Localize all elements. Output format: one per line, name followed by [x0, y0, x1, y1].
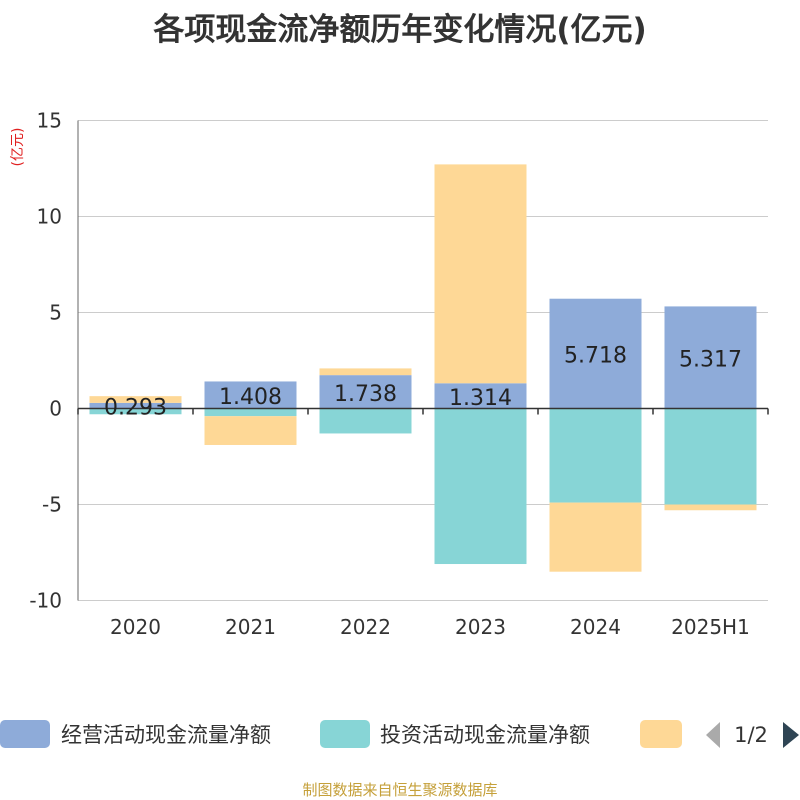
y-tick-label: 5	[49, 301, 62, 325]
bar-series3[interactable]	[549, 502, 642, 572]
grid-lines	[78, 120, 768, 601]
legend-label[interactable]: 经营活动现金流量净额	[61, 723, 271, 747]
bar-series2[interactable]	[319, 408, 412, 434]
legend-swatch[interactable]	[0, 720, 50, 748]
data-label: 5.317	[679, 347, 742, 372]
y-tick-label: -10	[29, 589, 62, 613]
bar-series3[interactable]	[664, 504, 757, 511]
y-tick-label: 0	[49, 397, 62, 421]
bar-series3[interactable]	[434, 164, 527, 384]
data-label: 1.314	[449, 386, 512, 411]
bar-series2[interactable]	[204, 408, 297, 417]
bar-series3[interactable]	[89, 396, 182, 403]
legend-prev-icon[interactable]	[706, 722, 720, 748]
legend-next-icon[interactable]	[783, 722, 799, 748]
x-tick-label: 2025H1	[671, 615, 750, 639]
chart-title: 各项现金流净额历年变化情况(亿元)	[153, 12, 647, 48]
data-label: 1.408	[219, 385, 282, 410]
axes: 15 10 5 0 -5 -10 (亿元) 2020 2021 2022 2023 2024 2025H…	[10, 109, 769, 639]
y-tick-label: 15	[37, 109, 62, 133]
bar-series2[interactable]	[549, 408, 642, 503]
legend-label[interactable]: 投资活动现金流量净额	[380, 723, 590, 747]
bar-series2[interactable]	[434, 408, 527, 565]
bar-series3[interactable]	[319, 368, 412, 376]
data-label: 1.738	[334, 382, 397, 407]
x-tick-label: 2022	[340, 615, 391, 639]
legend-page-indicator: 1/2	[734, 723, 768, 747]
bars	[89, 164, 757, 572]
bar-series1[interactable]	[549, 298, 642, 409]
y-tick-label: -5	[42, 493, 62, 517]
bar-series3[interactable]	[204, 416, 297, 445]
y-tick-label: 10	[37, 205, 62, 229]
bar-series2[interactable]	[664, 408, 757, 505]
x-tick-label: 2024	[570, 615, 621, 639]
data-label: 0.293	[104, 396, 167, 421]
bar-series1[interactable]	[434, 383, 527, 409]
data-label: 5.718	[564, 344, 627, 369]
source-note: 制图数据来自恒生聚源数据库	[302, 781, 498, 799]
bar-series1[interactable]	[204, 381, 297, 409]
legend-swatch[interactable]	[640, 720, 682, 748]
data-labels: 0.293 1.408 1.738 1.314 5.718 5.317	[104, 344, 742, 421]
x-tick-label: 2021	[225, 615, 276, 639]
x-tick-label: 2020	[110, 615, 161, 639]
legend-swatch[interactable]	[320, 720, 370, 748]
legend: 经营活动现金流量净额 投资活动现金流量净额 1/2	[0, 720, 799, 748]
bar-series2[interactable]	[89, 408, 182, 415]
bar-series1[interactable]	[664, 306, 757, 409]
x-tick-label: 2023	[455, 615, 506, 639]
bar-series1[interactable]	[89, 402, 182, 409]
y-axis-label: (亿元)	[10, 128, 26, 167]
bar-series1[interactable]	[319, 375, 412, 409]
